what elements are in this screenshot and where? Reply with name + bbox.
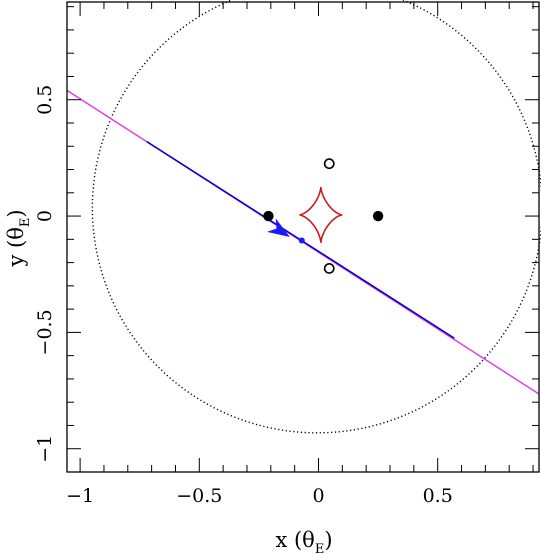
image-points — [263, 158, 384, 274]
einstein-ring-circle — [91, 0, 541, 434]
y-tick-label: −1 — [34, 435, 56, 463]
image-open-1 — [323, 158, 335, 170]
x-tick-label: −1 — [66, 485, 94, 507]
y-tick-label: −0.5 — [34, 309, 56, 355]
source-point — [298, 237, 305, 244]
x-tick-label: −0.5 — [176, 485, 222, 507]
y-axis-label: y (θE) — [4, 209, 33, 267]
caustic-curve — [299, 186, 343, 243]
axis-ticks — [67, 2, 539, 472]
motion-arrow-icon — [267, 218, 290, 237]
image-filled-1 — [263, 210, 274, 222]
x-tick-label: 0 — [312, 485, 324, 507]
x-tick-labels: −1 −0.5 0 0.5 — [66, 485, 453, 507]
plot-frame — [66, 1, 540, 473]
x-axis-label: x (θE) — [275, 528, 332, 555]
y-tick-label: 0.5 — [34, 85, 56, 115]
image-open-2 — [323, 263, 335, 274]
x-tick-label: 0.5 — [423, 485, 453, 507]
y-tick-labels: −1 −0.5 0 0.5 — [34, 85, 56, 463]
y-tick-label: 0 — [34, 210, 56, 222]
image-filled-2 — [372, 210, 384, 222]
data-layer — [66, 0, 541, 434]
